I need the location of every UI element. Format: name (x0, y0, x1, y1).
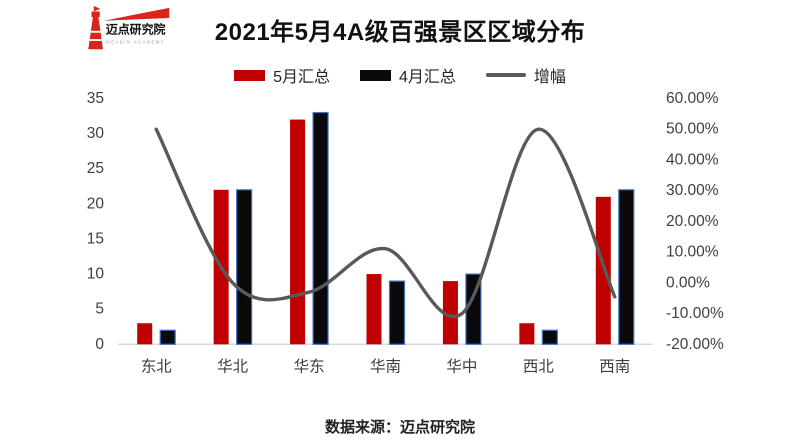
data-source-note: 数据来源：迈点研究院 (324, 419, 475, 436)
category-label: 西南 (599, 358, 630, 376)
legend-label-may: 5月汇总 (273, 69, 330, 86)
legend-label-april: 4月汇总 (398, 69, 456, 86)
right-axis-tick: 60.00% (666, 90, 719, 107)
left-axis-tick: 15 (87, 230, 104, 247)
growth-line (154, 127, 617, 319)
lighthouse-icon (88, 6, 170, 50)
legend-item-may: 5月汇总 (234, 63, 330, 87)
bar-april-6 (618, 189, 635, 345)
right-axis-tick: 30.00% (666, 182, 719, 199)
left-axis-tick: 5 (95, 301, 104, 318)
logo-text: 迈点研究院 (106, 22, 166, 37)
page-title: 2021年5月4A级百强景区区域分布 (214, 19, 586, 46)
category-label: 西北 (523, 358, 555, 376)
right-axis-tick: 20.00% (666, 213, 719, 230)
bar-may-2 (290, 119, 306, 345)
bar-april-5 (541, 329, 558, 345)
chart-legend: 5月汇总 4月汇总 增幅 (0, 63, 800, 87)
bar-april-1 (236, 189, 253, 345)
right-axis-tick: 10.00% (666, 244, 719, 261)
legend-item-april: 4月汇总 (359, 63, 456, 87)
left-axis-tick: 0 (95, 336, 104, 353)
left-axis-tick: 10 (87, 266, 105, 283)
legend-swatch-may (234, 69, 266, 81)
legend-item-growth: 增幅 (485, 63, 566, 87)
bar-april-3 (388, 280, 406, 345)
bar-may-4 (442, 281, 458, 345)
category-label: 华北 (217, 358, 249, 376)
right-axis-tick: 50.00% (666, 121, 719, 138)
legend-swatch-growth-line (485, 73, 526, 77)
category-label: 东北 (141, 358, 173, 376)
bar-april-2 (312, 111, 329, 345)
left-axis-tick: 25 (87, 160, 104, 177)
category-label: 华南 (370, 358, 401, 376)
left-axis-tick: 20 (87, 195, 105, 212)
bar-may-6 (595, 196, 611, 345)
right-axis-tick: -20.00% (666, 336, 724, 353)
bar-may-0 (137, 323, 153, 345)
bar-may-5 (519, 323, 535, 345)
right-axis-tick: -10.00% (666, 305, 724, 322)
meadin-logo: 迈点研究院 MEADIN ACADEMY (88, 6, 170, 50)
bar-april-0 (159, 329, 176, 345)
legend-swatch-april (359, 69, 391, 81)
left-axis-tick: 35 (87, 90, 104, 107)
legend-label-growth: 增幅 (533, 69, 566, 86)
left-axis-tick: 30 (87, 125, 105, 142)
category-label: 华东 (294, 358, 325, 376)
right-axis-tick: 0.00% (666, 274, 710, 291)
right-axis-tick: 40.00% (666, 151, 719, 168)
category-label: 华中 (446, 358, 477, 376)
logo-subtext: MEADIN ACADEMY (106, 40, 165, 45)
bar-may-3 (366, 274, 382, 345)
